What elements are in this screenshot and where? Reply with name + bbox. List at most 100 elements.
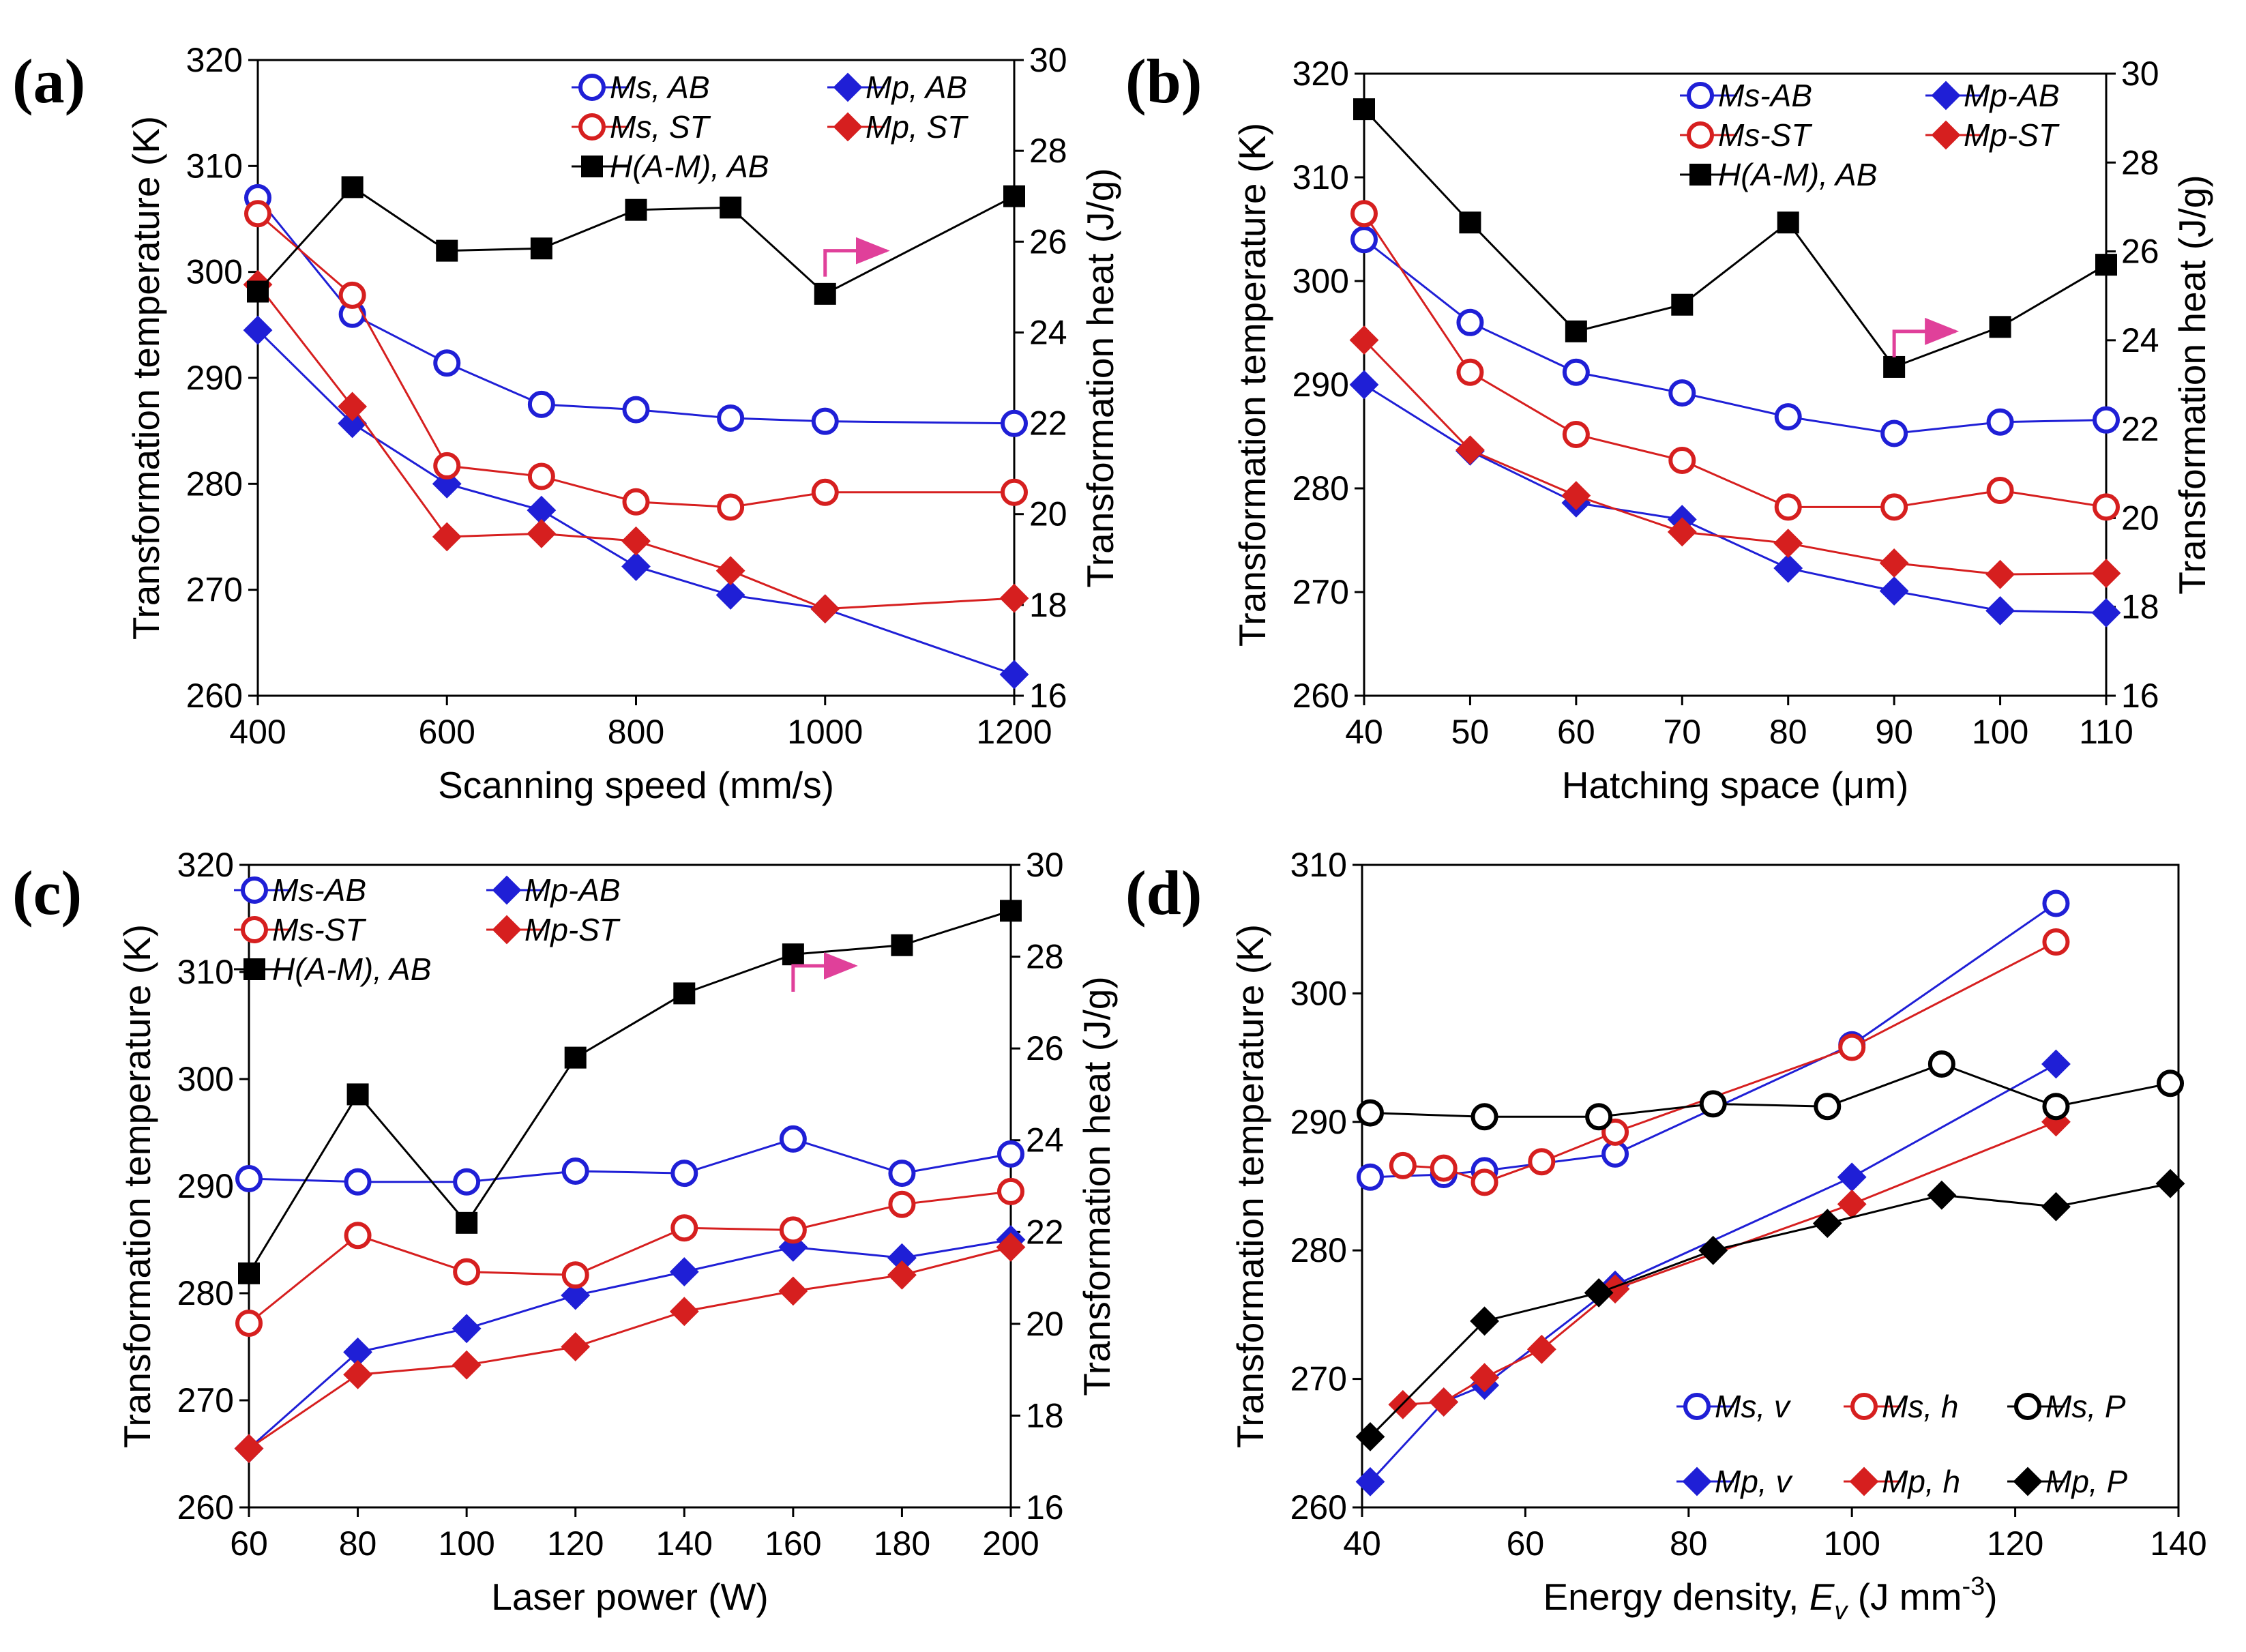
legend-marker-mp-st (833, 112, 863, 142)
y-axis-title: Transformation temperature (K) (116, 924, 158, 1448)
data-point-ms-ab (344, 1168, 372, 1196)
y2-axis-title: Transformation heat (J/g) (2171, 175, 2213, 594)
data-point-h-a-m-ab (782, 943, 804, 966)
y2-tick-label: 24 (2121, 321, 2159, 359)
data-point-mp-p (1927, 1180, 1957, 1210)
legend-marker-ms-st (1687, 121, 1714, 149)
y2-tick-label: 20 (2121, 499, 2159, 537)
data-point-ms-ab (622, 396, 650, 424)
data-point-h-a-m-ab (1777, 211, 1799, 234)
data-point-ms-ab (1456, 308, 1484, 336)
x-tick-label: 90 (1875, 713, 1913, 751)
data-point-ms-st (453, 1258, 481, 1286)
y2-tick-label: 24 (1026, 1121, 1064, 1160)
data-point-mp-st (810, 594, 840, 624)
y-tick-label: 280 (186, 464, 243, 503)
data-point-mp-p (1355, 1421, 1385, 1451)
data-point-ms-st (811, 478, 839, 506)
data-point-ms-st (1668, 446, 1696, 474)
y-tick-label: 270 (1290, 1360, 1347, 1398)
series-line-mp-p (1369, 1182, 2171, 1438)
y2-tick-label: 18 (1026, 1396, 1064, 1434)
panel-a: 400 600 800 1000 1200 260 270 280 290 300 310 320 16… (12, 41, 1121, 806)
data-point-ms-ab (1562, 358, 1590, 386)
data-point-ms-p (2157, 1070, 2185, 1097)
data-point-mp-st (1667, 517, 1697, 547)
x-tick-label: 600 (419, 713, 475, 751)
legend-label-ms-ab: Ms-AB (1718, 78, 1812, 113)
series-line-h-a-m-ab (1363, 108, 2107, 368)
data-point-ms-st (888, 1190, 916, 1218)
data-point-mp-st (1773, 529, 1803, 558)
data-point-ms-st (717, 493, 745, 521)
legend-marker-mp-st (492, 915, 522, 945)
data-point-mp-p (1812, 1209, 1842, 1239)
data-point-mp-ab (2091, 598, 2121, 628)
series-line-mp-st (1363, 339, 2107, 576)
legend-label-h-a-m-ab: H(A-M), AB (272, 952, 431, 987)
legend-label-h-a-m-ab: H(A-M), AB (610, 149, 769, 184)
y2-tick-label: 30 (1026, 846, 1064, 884)
data-point-h-a-m-ab (891, 934, 913, 956)
data-point-ms-st (997, 1177, 1024, 1205)
data-point-ms-h (1528, 1148, 1556, 1176)
y2-tick-label: 22 (2121, 410, 2159, 448)
legend-marker-mp-ab (492, 875, 522, 905)
series-line-ms-h (1402, 941, 2057, 1183)
x-axis-unit-end: ) (1985, 1576, 1997, 1618)
y-tick-label: 320 (1292, 55, 1349, 93)
x-axis-subscript: v (1834, 1597, 1848, 1625)
data-point-mp-st (887, 1260, 917, 1290)
legend-label-mp-p: Mp, P (2045, 1464, 2127, 1499)
legend-marker-ms-h (1850, 1393, 1878, 1420)
data-point-mp-ab (452, 1314, 482, 1344)
data-point-h-a-m-ab (1003, 185, 1025, 207)
data-point-mp-st (234, 1434, 264, 1464)
data-point-ms-ab (1986, 408, 2014, 436)
data-point-ms-st (1986, 477, 2014, 505)
series-line-mp-h (1402, 1121, 2057, 1406)
y-tick-label: 300 (1292, 262, 1349, 300)
y2-tick-label: 18 (1029, 586, 1067, 624)
y-tick-label: 280 (1292, 469, 1349, 507)
x-tick-label: 80 (1670, 1524, 1708, 1563)
data-point-ms-ab (433, 349, 461, 377)
y2-tick-label: 22 (1026, 1213, 1064, 1251)
data-point-mp-ab (669, 1257, 699, 1287)
data-point-ms-st (1456, 358, 1484, 386)
data-point-ms-st (235, 1309, 263, 1337)
data-point-ms-st (1350, 200, 1378, 228)
y-tick-label: 300 (186, 253, 243, 291)
data-point-h-a-m-ab (238, 1262, 260, 1284)
y-tick-label: 310 (186, 147, 243, 185)
legend-label-ms-st: Ms, ST (610, 109, 711, 145)
data-point-h-a-m-ab (1000, 900, 1022, 922)
data-point-mp-h (1429, 1387, 1459, 1417)
data-point-mp-v (1355, 1466, 1385, 1496)
heat-axis-arrow (791, 952, 858, 992)
series-line-mp-st (248, 1246, 1011, 1449)
x-tick-label: 800 (608, 713, 664, 751)
y-tick-label: 290 (186, 359, 243, 397)
y-tick-label: 310 (1292, 158, 1349, 196)
y2-tick-label: 20 (1029, 495, 1067, 533)
x-tick-label: 400 (229, 713, 286, 751)
data-point-h-a-m-ab (1565, 320, 1587, 342)
data-point-ms-ab (527, 390, 555, 418)
data-point-h-a-m-ab (1459, 211, 1481, 234)
data-point-mp-ab (1985, 595, 2015, 625)
panel-label: (a) (12, 46, 85, 116)
data-point-ms-p (1471, 1103, 1498, 1131)
data-point-mp-st (338, 392, 368, 422)
y2-tick-label: 30 (2121, 55, 2159, 93)
data-point-ms-ab (1350, 226, 1378, 254)
data-point-ms-h (1389, 1151, 1417, 1179)
series-line-ms-ab (1363, 239, 2107, 434)
x-axis-superscript: -3 (1962, 1572, 1985, 1601)
data-point-mp-p (2155, 1168, 2185, 1198)
data-point-h-a-m-ab (814, 282, 836, 305)
y2-tick-label: 16 (1029, 677, 1067, 715)
legend-marker-h-a-m-ab (243, 958, 265, 980)
legend-label-mp-ab: Mp-AB (1964, 78, 2060, 113)
data-point-h-a-m-ab (564, 1046, 587, 1069)
